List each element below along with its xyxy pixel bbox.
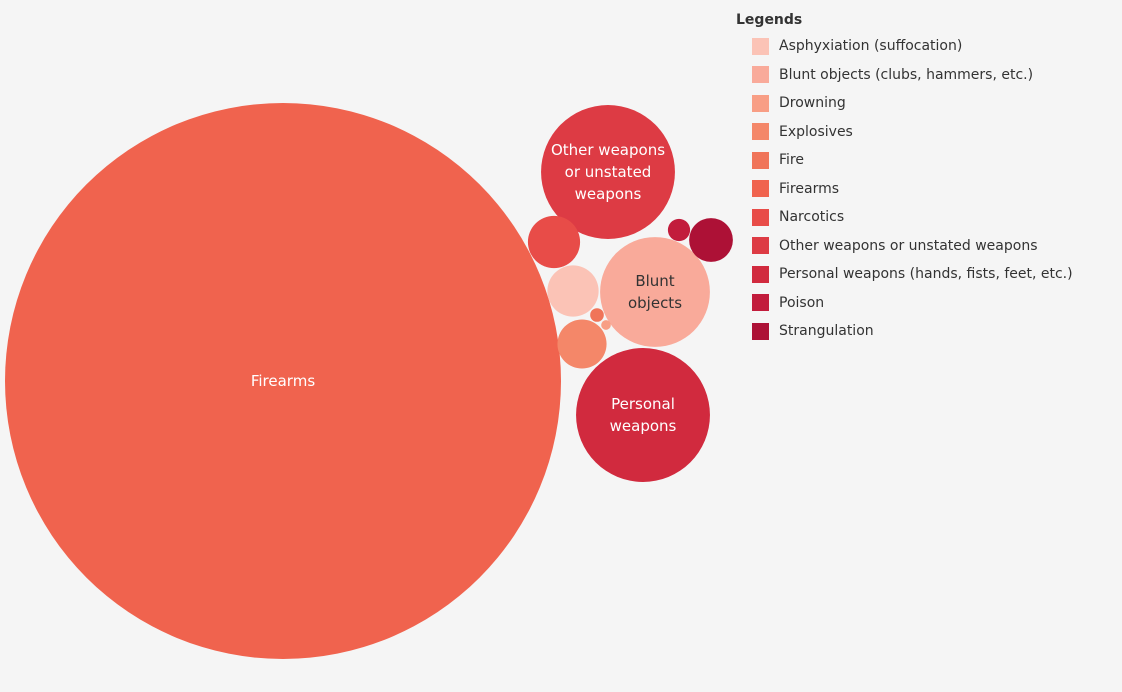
legend-items: Asphyxiation (suffocation) Blunt objects … bbox=[736, 32, 1122, 346]
bubble-poison[interactable] bbox=[667, 218, 691, 242]
bubble-label-line: Firearms bbox=[251, 372, 315, 390]
legend-swatch bbox=[752, 151, 769, 169]
legend-swatch bbox=[752, 265, 769, 283]
bubble-other-weapons-or-unstated-weapons[interactable] bbox=[541, 105, 675, 239]
legend-item[interactable]: Blunt objects (clubs, hammers, etc.) bbox=[736, 61, 1122, 90]
legend-swatch bbox=[752, 294, 769, 312]
legend-swatch bbox=[752, 322, 769, 340]
bubble-strangulation[interactable] bbox=[689, 218, 733, 262]
legend-label: Explosives bbox=[779, 123, 853, 140]
legend-swatch bbox=[752, 37, 769, 55]
bubble-label: Other weapons or unstated weapons bbox=[551, 141, 665, 203]
legend-swatch bbox=[752, 94, 769, 112]
bubble-label: Personal weapons bbox=[610, 395, 677, 435]
bubble-drowning[interactable] bbox=[601, 320, 611, 330]
legend-item[interactable]: Fire bbox=[736, 146, 1122, 175]
legend-swatch bbox=[752, 180, 769, 198]
legend-label: Asphyxiation (suffocation) bbox=[779, 38, 963, 55]
bubble-label-line: Personal bbox=[611, 395, 675, 413]
legend-label: Other weapons or unstated weapons bbox=[779, 237, 1038, 254]
bubble-firearms[interactable] bbox=[5, 103, 561, 659]
legend-item[interactable]: Narcotics bbox=[736, 203, 1122, 232]
legend-item[interactable]: Personal weapons (hands, fists, feet, et… bbox=[736, 260, 1122, 289]
legend-item[interactable]: Other weapons or unstated weapons bbox=[736, 232, 1122, 261]
bubble-blunt-objects-clubs-hammers-etc[interactable] bbox=[600, 237, 710, 347]
legend-label: Fire bbox=[779, 152, 804, 169]
legend-item[interactable]: Poison bbox=[736, 289, 1122, 318]
bubble-label-line: weapons bbox=[575, 185, 642, 203]
legend-label: Poison bbox=[779, 294, 825, 311]
bubble-asphyxiation-suffocation[interactable] bbox=[547, 265, 599, 317]
legend-item[interactable]: Drowning bbox=[736, 89, 1122, 118]
legend-item[interactable]: Firearms bbox=[736, 175, 1122, 204]
legend-item[interactable]: Asphyxiation (suffocation) bbox=[736, 32, 1122, 61]
legend-swatch bbox=[752, 237, 769, 255]
bubble-explosives[interactable] bbox=[557, 319, 607, 369]
bubble-narcotics[interactable] bbox=[527, 215, 581, 269]
legend-item[interactable]: Explosives bbox=[736, 118, 1122, 147]
bubble-label-line: weapons bbox=[610, 417, 677, 435]
legend-label: Drowning bbox=[779, 95, 846, 112]
legend-swatch bbox=[752, 123, 769, 141]
legend-title: Legends bbox=[736, 12, 803, 28]
legend: Legends Asphyxiation (suffocation) Blunt … bbox=[736, 10, 1122, 346]
legend-label: Strangulation bbox=[779, 323, 874, 340]
legend-swatch bbox=[752, 208, 769, 226]
legend-label: Personal weapons (hands, fists, feet, et… bbox=[779, 266, 1073, 283]
legend-swatch bbox=[752, 66, 769, 84]
bubble-label-line: objects bbox=[628, 294, 682, 312]
legend-item[interactable]: Strangulation bbox=[736, 317, 1122, 346]
bubble-label-line: Blunt bbox=[635, 272, 674, 290]
bubble-label-line: or unstated bbox=[565, 163, 652, 181]
bubble-fire[interactable] bbox=[590, 308, 604, 322]
bubble-personal-weapons-hands-fists-feet-etc[interactable] bbox=[576, 348, 710, 482]
bubble-label: Firearms bbox=[251, 372, 315, 390]
bubble-label-line: Other weapons bbox=[551, 141, 665, 159]
legend-label: Firearms bbox=[779, 180, 840, 197]
bubble-label: Blunt objects bbox=[628, 272, 682, 312]
legend-label: Blunt objects (clubs, hammers, etc.) bbox=[779, 66, 1034, 83]
legend-label: Narcotics bbox=[779, 209, 845, 226]
